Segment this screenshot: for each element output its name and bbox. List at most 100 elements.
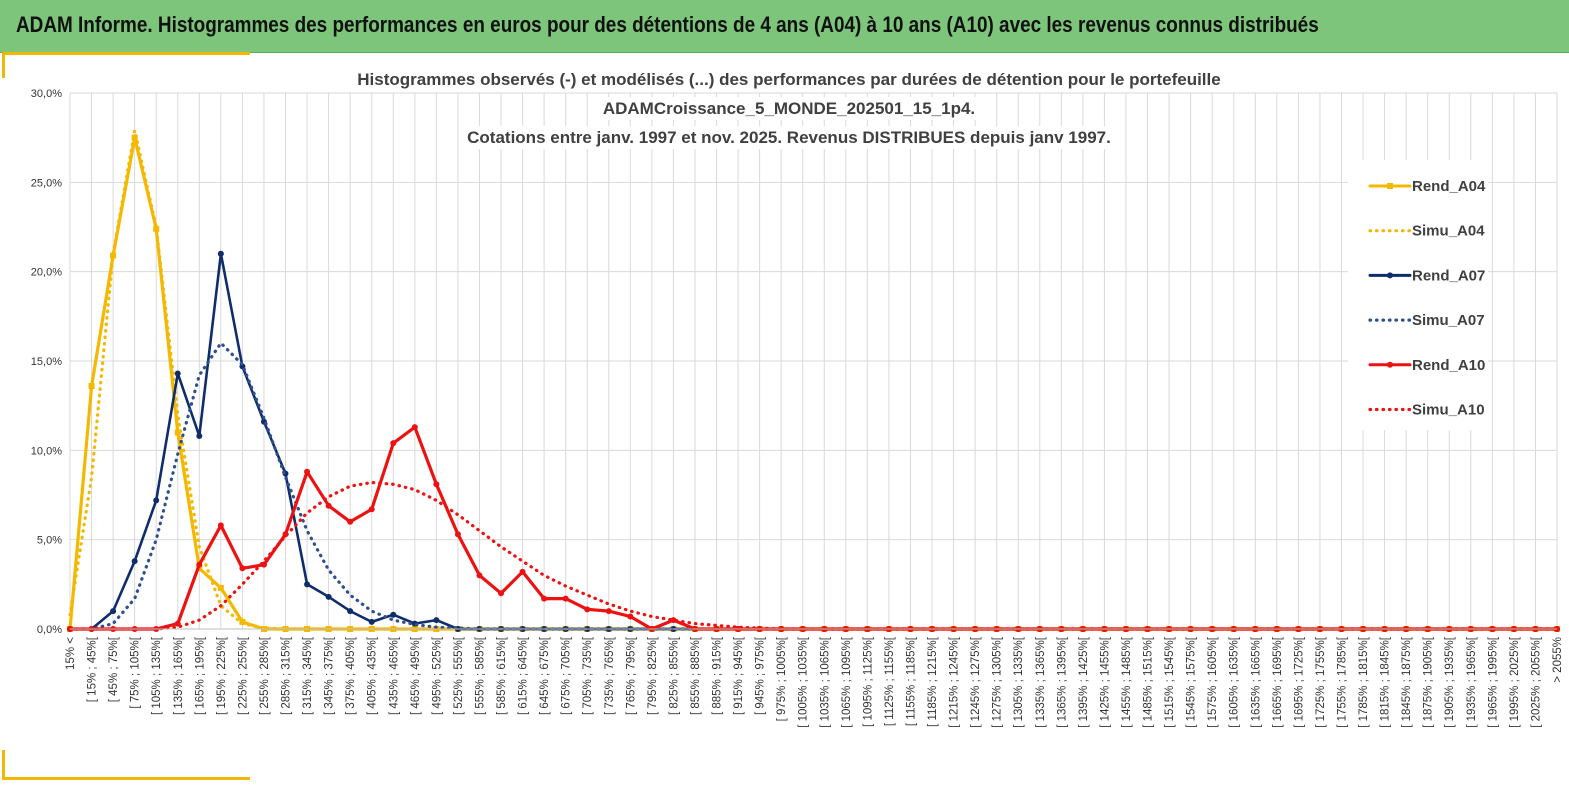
point-Rend_A10: [196, 561, 203, 568]
frame-accent-left-bottom: [2, 750, 5, 780]
x-tick-label: [ 1155% ; 1185%[: [905, 636, 917, 726]
legend-marker-Rend_A10: [1387, 361, 1393, 368]
x-tick-label: [ 825% ; 855%[: [668, 636, 680, 715]
x-tick-label: [ 645% ; 675%[: [539, 636, 551, 715]
chart-title-bg: [353, 68, 1225, 91]
y-tick-label: 5,0%: [37, 535, 62, 547]
point-Rend_A07: [153, 497, 160, 504]
chart-title-bg: [598, 97, 980, 120]
chart-title-line: Cotations entre janv. 1997 et nov. 2025.…: [467, 128, 1111, 147]
x-tick-label: [ 15% ; 45%[: [87, 636, 99, 702]
x-tick-label: [ 1185% ; 1215%[: [927, 636, 939, 727]
frame-accent-bottom: [2, 777, 250, 780]
point-Rend_A10: [627, 613, 634, 620]
x-tick-label: [ 375% ; 405%[: [345, 636, 357, 715]
point-Rend_A04: [153, 225, 160, 232]
point-Rend_A10: [304, 468, 311, 475]
y-tick-label: 0,0%: [37, 624, 62, 636]
x-tick-label: [ 1635% ; 1665%[: [1250, 636, 1262, 728]
x-tick-label: [ 1905% ; 1935%[: [1444, 636, 1456, 728]
y-tick-label: 20,0%: [31, 267, 62, 279]
series-line-Rend_A07: [68, 252, 1559, 631]
legend-label-Simu_A10: Simu_A10: [1412, 402, 1485, 419]
chart-title-line: ADAMCroissance_5_MONDE_202501_15_1p4.: [603, 99, 975, 118]
x-tick-label: [ 1545% ; 1575%[: [1186, 636, 1198, 728]
legend-label-Simu_A07: Simu_A07: [1412, 312, 1485, 329]
x-tick-label: [ 945% ; 975%[: [755, 636, 767, 715]
y-tick-label: 15,0%: [31, 356, 62, 368]
x-tick-label: [ 1845% ; 1875%[: [1401, 636, 1413, 728]
point-Rend_A10: [368, 506, 375, 513]
x-tick-label: [ 1455% ; 1485%[: [1121, 636, 1133, 728]
x-tick-label: [ 105% ; 135%[: [151, 636, 163, 715]
x-tick-label: [ 1815% ; 1845%[: [1380, 636, 1392, 728]
x-tick-label: [ 735% ; 765%[: [604, 636, 616, 715]
point-Rend_A10: [239, 565, 246, 572]
x-tick-label: [ 1335% ; 1365%[: [1035, 636, 1047, 728]
x-tick-label: [ 675% ; 705%[: [561, 636, 573, 715]
point-Rend_A04: [217, 584, 224, 591]
point-Rend_A07: [174, 370, 181, 377]
x-tick-label: [ 1305% ; 1335%[: [1013, 636, 1025, 728]
point-Rend_A07: [110, 608, 117, 615]
legend-marker-Rend_A07: [1387, 272, 1393, 279]
point-Rend_A10: [584, 606, 591, 613]
point-Rend_A07: [131, 558, 138, 565]
x-tick-label: [ 1725% ; 1755%[: [1315, 636, 1327, 728]
x-tick-label: [ 1785% ; 1815%[: [1358, 636, 1370, 728]
x-tick-label: > 2055%: [1552, 637, 1564, 683]
point-Rend_A10: [217, 522, 224, 529]
x-tick-label: [ 225% ; 255%[: [237, 636, 249, 715]
legend-marker-Rend_A04: [1387, 183, 1393, 189]
x-tick-label: [ 495% ; 525%[: [431, 636, 443, 715]
x-tick-label: [ 255% ; 285%[: [259, 636, 271, 715]
x-tick-label: [ 75% ; 105%[: [130, 636, 142, 708]
frame-accent-left-top: [2, 52, 5, 78]
x-tick-label: [ 1995% ; 2025%[: [1509, 636, 1521, 728]
point-Rend_A10: [411, 424, 418, 431]
x-tick-label: [ 555% ; 585%[: [474, 636, 486, 715]
point-Rend_A07: [390, 611, 397, 618]
x-tick-label: [ 1935% ; 1965%[: [1466, 636, 1478, 728]
x-tick-label: [ 1755% ; 1785%[: [1336, 636, 1348, 728]
series-line-Simu_A07: [68, 341, 1559, 631]
point-Rend_A10: [670, 617, 677, 624]
point-Rend_A10: [498, 590, 505, 597]
x-tick-label: 15% <: [65, 637, 77, 670]
series-line-Simu_A04: [68, 128, 1559, 631]
x-tick-label: [ 1515% ; 1545%[: [1164, 636, 1176, 728]
x-tick-label: [ 1875% ; 1905%[: [1423, 636, 1435, 728]
point-Rend_A10: [605, 608, 612, 615]
x-tick-label: [ 1965% ; 1995%[: [1487, 636, 1499, 728]
point-Rend_A10: [433, 481, 440, 488]
chart-title-bg: [463, 126, 1115, 149]
y-tick-label: 25,0%: [31, 177, 62, 189]
x-tick-label: [ 1425% ; 1455%[: [1099, 636, 1111, 728]
x-tick-label: [ 435% ; 465%[: [388, 636, 400, 715]
x-tick-label: [ 585% ; 615%[: [496, 636, 508, 715]
x-tick-label: [ 135% ; 165%[: [173, 636, 185, 715]
x-tick-label: [ 885% ; 915%[: [712, 636, 724, 715]
point-Rend_A10: [347, 518, 354, 525]
x-tick-label: [ 1095% ; 1125%[: [862, 636, 874, 727]
x-tick-label: [ 915% ; 945%[: [733, 636, 745, 715]
legend-label-Rend_A10: Rend_A10: [1412, 357, 1485, 374]
x-tick-label: [ 1275% ; 1305%[: [992, 636, 1004, 728]
chart-title-line: Histogrammes observés (-) et modélisés (…: [357, 70, 1220, 89]
point-Rend_A04: [174, 429, 181, 436]
x-tick-label: [ 1035% ; 1065%[: [819, 636, 831, 728]
legend-label-Simu_A04: Simu_A04: [1412, 223, 1485, 240]
point-Rend_A10: [390, 440, 397, 447]
point-Rend_A04: [239, 618, 246, 625]
series-line-Rend_A04: [68, 136, 1559, 631]
point-Rend_A07: [217, 250, 224, 257]
legend-label-Rend_A07: Rend_A07: [1412, 267, 1485, 284]
x-tick-label: [ 1395% ; 1425%[: [1078, 636, 1090, 728]
y-tick-label: 30,0%: [31, 88, 62, 100]
x-tick-label: [ 345% ; 375%[: [324, 636, 336, 715]
page-title: ADAM Informe. Histogrammes des performan…: [16, 12, 1319, 37]
x-tick-label: [ 795% ; 825%[: [647, 636, 659, 715]
x-tick-label: [ 1215% ; 1245%[: [949, 636, 961, 728]
series-line-Rend_A10: [68, 425, 1559, 631]
